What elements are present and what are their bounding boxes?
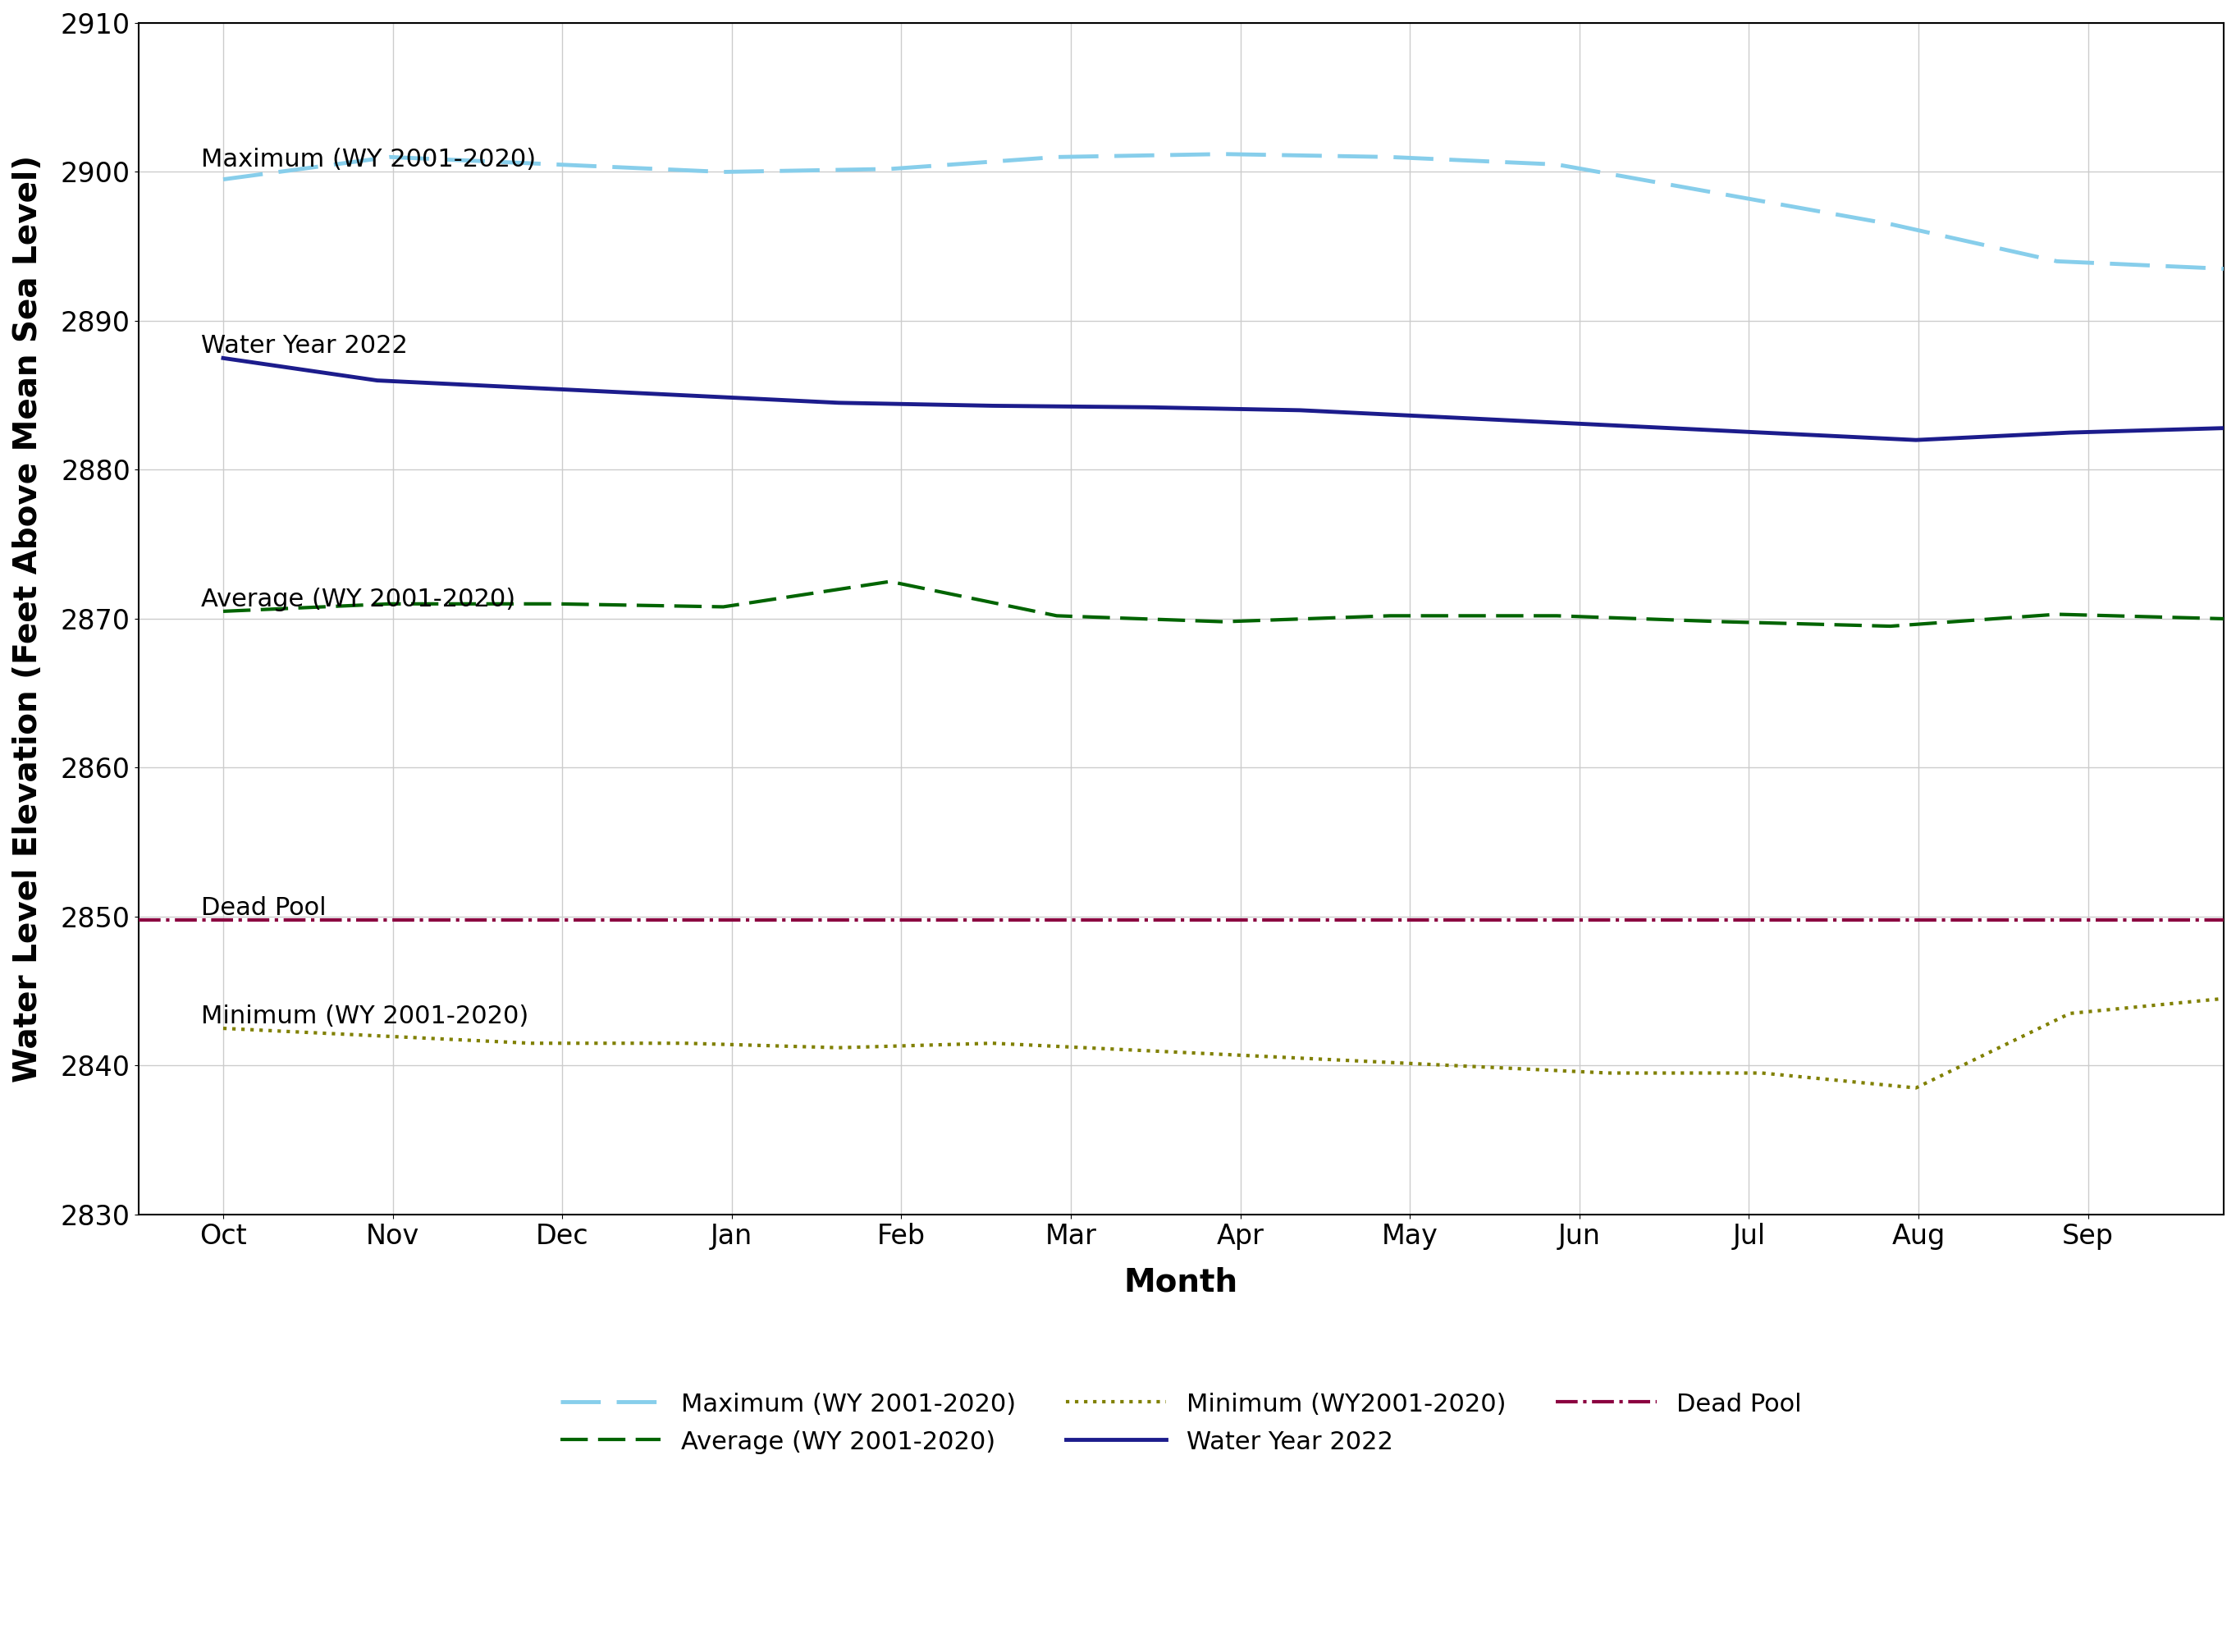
Water Year 2022 <box>2209 418 2236 438</box>
Maximum (WY 2001-2020) <box>2209 259 2236 279</box>
Water Year 2022 <box>825 393 852 413</box>
Water Year 2022 <box>1594 415 1621 434</box>
Water Year 2022 <box>364 370 391 390</box>
Maximum (WY 2001-2020) <box>2044 251 2071 271</box>
Minimum (WY2001-2020) <box>825 1037 852 1057</box>
Water Year 2022 <box>979 396 1006 416</box>
Minimum (WY2001-2020) <box>1903 1079 1930 1099</box>
Water Year 2022 <box>1288 400 1315 420</box>
Average (WY 2001-2020) <box>2044 605 2071 624</box>
X-axis label: Month: Month <box>1125 1267 1239 1298</box>
Average (WY 2001-2020) <box>543 595 570 615</box>
Minimum (WY2001-2020) <box>671 1032 698 1052</box>
Maximum (WY 2001-2020) <box>709 162 736 182</box>
Maximum (WY 2001-2020) <box>543 155 570 175</box>
Minimum (WY2001-2020) <box>364 1026 391 1046</box>
Minimum (WY2001-2020) <box>1594 1064 1621 1084</box>
Line: Water Year 2022: Water Year 2022 <box>224 358 2223 439</box>
Average (WY 2001-2020) <box>2209 610 2236 629</box>
Dead Pool <box>210 910 237 930</box>
Legend: Maximum (WY 2001-2020), Average (WY 2001-2020), Minimum (WY2001-2020), Water Yea: Maximum (WY 2001-2020), Average (WY 2001… <box>550 1383 1811 1464</box>
Average (WY 2001-2020) <box>1377 606 1404 626</box>
Average (WY 2001-2020) <box>1210 611 1237 631</box>
Maximum (WY 2001-2020) <box>1044 147 1071 167</box>
Maximum (WY 2001-2020) <box>376 147 402 167</box>
Water Year 2022 <box>1134 398 1160 418</box>
Minimum (WY2001-2020) <box>1134 1041 1160 1061</box>
Minimum (WY2001-2020) <box>2209 988 2236 1008</box>
Minimum (WY2001-2020) <box>210 1018 237 1037</box>
Line: Minimum (WY2001-2020): Minimum (WY2001-2020) <box>224 998 2223 1089</box>
Average (WY 2001-2020) <box>1876 616 1903 636</box>
Average (WY 2001-2020) <box>877 572 903 591</box>
Text: Dead Pool: Dead Pool <box>201 895 326 920</box>
Minimum (WY2001-2020) <box>517 1032 543 1052</box>
Average (WY 2001-2020) <box>709 596 736 616</box>
Water Year 2022 <box>517 378 543 398</box>
Maximum (WY 2001-2020) <box>1876 215 1903 235</box>
Dead Pool <box>380 910 407 930</box>
Average (WY 2001-2020) <box>1044 606 1071 626</box>
Water Year 2022 <box>1440 408 1467 428</box>
Average (WY 2001-2020) <box>1711 611 1737 631</box>
Text: Minimum (WY 2001-2020): Minimum (WY 2001-2020) <box>201 1004 528 1028</box>
Minimum (WY2001-2020) <box>1749 1064 1775 1084</box>
Average (WY 2001-2020) <box>1543 606 1570 626</box>
Minimum (WY2001-2020) <box>1440 1056 1467 1075</box>
Minimum (WY2001-2020) <box>979 1032 1006 1052</box>
Line: Average (WY 2001-2020): Average (WY 2001-2020) <box>224 582 2223 626</box>
Average (WY 2001-2020) <box>210 601 237 621</box>
Text: Maximum (WY 2001-2020): Maximum (WY 2001-2020) <box>201 149 537 172</box>
Minimum (WY2001-2020) <box>2057 1003 2084 1023</box>
Maximum (WY 2001-2020) <box>1543 155 1570 175</box>
Water Year 2022 <box>1903 430 1930 449</box>
Maximum (WY 2001-2020) <box>1377 147 1404 167</box>
Maximum (WY 2001-2020) <box>1711 185 1737 205</box>
Maximum (WY 2001-2020) <box>1210 144 1237 164</box>
Water Year 2022 <box>2057 423 2084 443</box>
Maximum (WY 2001-2020) <box>210 170 237 190</box>
Maximum (WY 2001-2020) <box>877 159 903 178</box>
Water Year 2022 <box>671 385 698 405</box>
Text: Water Year 2022: Water Year 2022 <box>201 334 407 358</box>
Water Year 2022 <box>210 349 237 368</box>
Water Year 2022 <box>1749 423 1775 443</box>
Text: Average (WY 2001-2020): Average (WY 2001-2020) <box>201 588 514 611</box>
Y-axis label: Water Level Elevation (Feet Above Mean Sea Level): Water Level Elevation (Feet Above Mean S… <box>13 155 42 1082</box>
Minimum (WY2001-2020) <box>1288 1049 1315 1069</box>
Average (WY 2001-2020) <box>376 595 402 615</box>
Line: Maximum (WY 2001-2020): Maximum (WY 2001-2020) <box>224 154 2223 269</box>
